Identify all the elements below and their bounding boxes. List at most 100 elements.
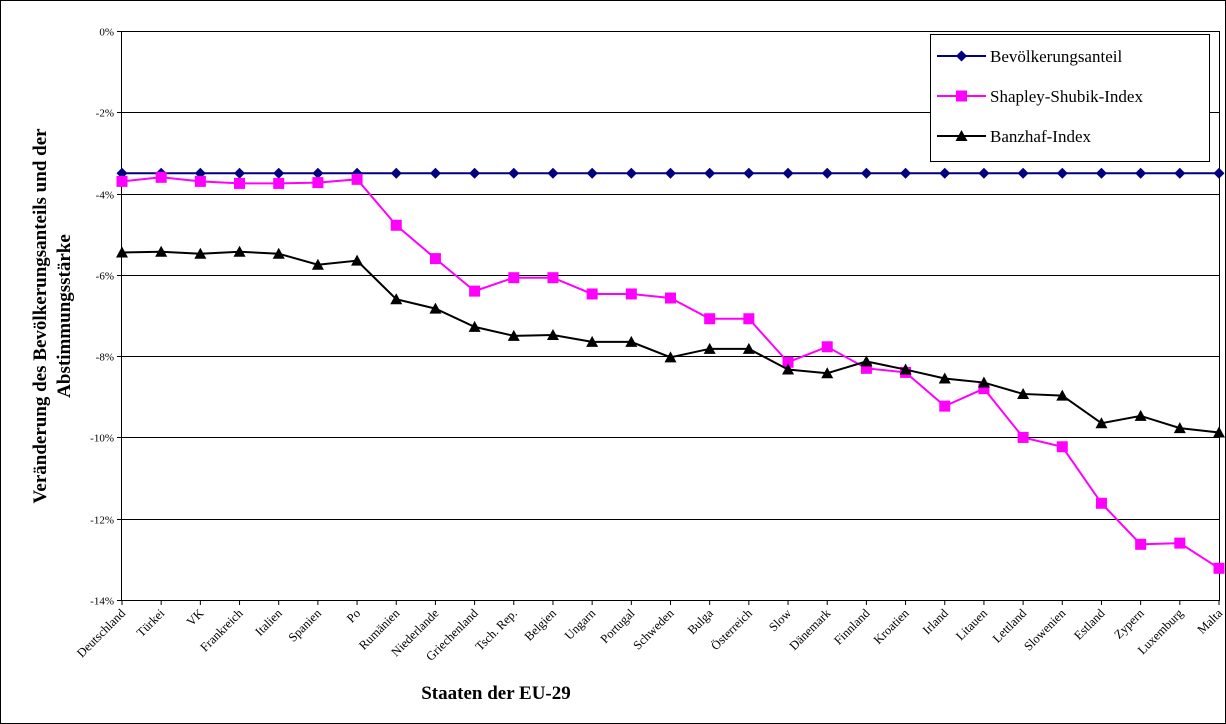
data-point bbox=[586, 288, 598, 300]
legend-marker bbox=[956, 90, 967, 102]
y-tick-label: -14% bbox=[90, 596, 114, 608]
data-point bbox=[782, 167, 794, 179]
data-point bbox=[978, 383, 990, 395]
data-point bbox=[665, 167, 676, 179]
data-point bbox=[1174, 537, 1186, 549]
y-tick-label: 0% bbox=[99, 27, 114, 39]
data-point bbox=[273, 177, 285, 189]
data-point bbox=[546, 329, 559, 341]
data-point bbox=[1017, 387, 1030, 399]
data-point bbox=[782, 363, 795, 375]
data-point bbox=[272, 247, 285, 259]
data-point bbox=[860, 355, 873, 367]
series-shapley-shubik-index bbox=[116, 171, 1225, 574]
data-point bbox=[665, 292, 676, 304]
data-point bbox=[860, 167, 872, 179]
data-point bbox=[821, 341, 833, 353]
data-point bbox=[939, 400, 951, 412]
y-tick-label: -6% bbox=[96, 271, 114, 283]
data-point bbox=[1213, 562, 1225, 574]
data-point bbox=[704, 313, 716, 325]
data-point bbox=[1095, 167, 1107, 179]
y-tick-label: -10% bbox=[90, 433, 114, 445]
data-point bbox=[234, 177, 246, 189]
x-axis-title: Staaten der EU-29 bbox=[421, 683, 571, 704]
legend-marker bbox=[955, 130, 968, 141]
data-point bbox=[1056, 167, 1068, 179]
series-layer bbox=[116, 167, 1225, 574]
y-tick-label: -2% bbox=[96, 108, 114, 120]
data-point bbox=[311, 258, 324, 270]
data-point bbox=[273, 167, 285, 179]
data-point bbox=[1095, 417, 1108, 429]
legend: Bevölkerungsanteil Shapley-Shubik-Index Ba… bbox=[930, 34, 1210, 162]
data-point bbox=[1134, 409, 1147, 421]
data-point bbox=[664, 351, 677, 363]
data-point bbox=[938, 372, 951, 384]
data-point bbox=[899, 363, 912, 375]
legend-label: Bevölkerungsanteil bbox=[990, 47, 1122, 66]
data-point bbox=[1213, 167, 1225, 179]
y-axis-title-line1: Veränderung des Bevölkerungsanteils und … bbox=[30, 128, 51, 504]
data-point bbox=[507, 329, 520, 341]
data-point bbox=[469, 285, 481, 297]
data-point bbox=[821, 167, 833, 179]
data-point bbox=[469, 167, 481, 179]
data-point bbox=[978, 167, 990, 179]
data-point bbox=[625, 335, 638, 347]
data-point bbox=[351, 173, 363, 185]
data-point bbox=[625, 288, 637, 300]
data-point bbox=[586, 335, 599, 347]
y-tick-label: -12% bbox=[90, 515, 114, 527]
data-point bbox=[429, 167, 441, 179]
data-point bbox=[116, 246, 128, 258]
data-point bbox=[782, 356, 794, 368]
legend-entry: Banzhaf-Index bbox=[937, 127, 1092, 146]
data-point bbox=[116, 175, 128, 187]
data-point bbox=[743, 313, 755, 325]
legend-label: Banzhaf-Index bbox=[990, 127, 1092, 146]
data-point bbox=[312, 167, 324, 179]
data-point bbox=[821, 367, 834, 379]
data-point bbox=[429, 253, 441, 265]
data-point bbox=[155, 171, 167, 183]
data-point bbox=[312, 177, 324, 189]
data-point bbox=[468, 320, 481, 332]
data-point bbox=[1174, 167, 1186, 179]
data-point bbox=[1056, 441, 1068, 453]
legend-label: Shapley-Shubik-Index bbox=[990, 87, 1143, 106]
data-point bbox=[1213, 426, 1225, 438]
data-point bbox=[429, 302, 442, 314]
data-point bbox=[1173, 422, 1186, 434]
data-point bbox=[351, 254, 364, 266]
data-point bbox=[1135, 538, 1147, 550]
data-point bbox=[939, 167, 951, 179]
legend-items: Bevölkerungsanteil Shapley-Shubik-Index Ba… bbox=[937, 47, 1143, 146]
data-point bbox=[390, 167, 402, 179]
data-point bbox=[625, 167, 637, 179]
data-point bbox=[390, 293, 403, 305]
data-point bbox=[390, 219, 402, 231]
series-banzhaf-index bbox=[116, 245, 1225, 438]
data-point bbox=[547, 272, 559, 284]
legend-entry: Bevölkerungsanteil bbox=[937, 47, 1122, 66]
data-point bbox=[977, 376, 990, 388]
legend-entry: Shapley-Shubik-Index bbox=[937, 87, 1143, 106]
data-point bbox=[508, 167, 520, 179]
y-tick-label: -4% bbox=[96, 190, 114, 202]
data-point bbox=[1095, 497, 1107, 509]
data-point bbox=[508, 272, 520, 284]
data-point bbox=[1017, 167, 1029, 179]
data-point bbox=[194, 175, 206, 187]
data-point bbox=[233, 245, 246, 257]
data-point bbox=[234, 167, 246, 179]
data-point bbox=[743, 167, 755, 179]
data-point bbox=[860, 362, 872, 374]
data-point bbox=[155, 245, 168, 257]
data-point bbox=[194, 247, 207, 259]
data-point bbox=[1135, 167, 1147, 179]
data-point bbox=[742, 342, 755, 354]
y-tick-label: -8% bbox=[96, 352, 114, 364]
data-point bbox=[1017, 431, 1029, 443]
